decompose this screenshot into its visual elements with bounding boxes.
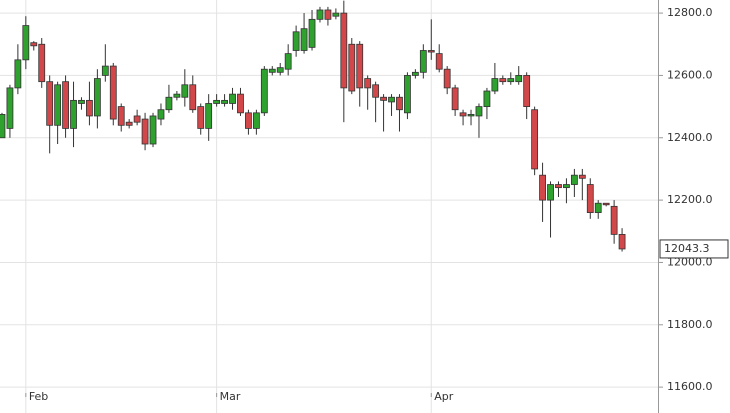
y-tick-label: 12200.0 [667,193,713,206]
candle-body [411,71,419,76]
y-tick-label: 12600.0 [667,68,713,81]
candle-body [499,78,507,83]
y-tick-label: 12000.0 [667,255,713,268]
candle-body [539,174,546,201]
candle-body [602,202,610,206]
candle-body [388,96,395,103]
candle-body [213,99,221,104]
candle-body [586,184,594,213]
candle-body [364,78,372,89]
candle-body [324,9,332,20]
candle-body [276,67,284,73]
x-tick-label: Mar [220,390,241,403]
candle-body [610,205,618,235]
candle-body [340,12,348,89]
candle-body [380,96,387,101]
candle-body [467,113,475,117]
candle-body [547,184,554,201]
candle-body [578,174,586,179]
candle-body [70,99,77,129]
candle-body [475,106,483,117]
candle-body [523,75,531,108]
candle-body [6,87,14,129]
candle-body [229,93,236,104]
candle-body [117,106,125,126]
y-tick-label: 11600.0 [667,380,713,393]
candle-body [189,84,197,111]
y-tick-label: 12800.0 [667,6,713,19]
candle-body [54,84,62,126]
candle-body [93,78,101,117]
candle-body [491,78,499,92]
candle-body [22,25,30,61]
candle-body [86,99,93,117]
candle-body [356,43,364,89]
last-price-label: 12043.3 [664,242,710,255]
candle-body [618,233,626,250]
candle-body [62,81,69,129]
candle-body [284,53,292,70]
candle-body [443,68,451,89]
candle-body [165,96,173,111]
candle-body [563,184,570,189]
candle-body [245,112,252,129]
y-tick-label: 12400.0 [667,131,713,144]
candle-body [555,184,562,189]
x-tick-label: Apr [434,390,454,403]
grid [0,0,658,413]
candle-body [133,115,141,123]
candle-body [221,99,228,104]
candle-body [372,84,380,98]
candle-body [507,78,515,83]
y-tick-label: 11800.0 [667,318,713,331]
candle-body [292,31,300,51]
candle-body [109,65,117,120]
candle-body [260,68,268,114]
candle-body [157,109,165,120]
candle-body [316,9,324,20]
candle-body [46,81,54,126]
candle-body [268,68,276,73]
candle-body [252,112,260,129]
candle-body [125,121,133,126]
candle-body [396,96,403,111]
candle-body [38,43,46,83]
last-price-box [659,239,729,259]
candle-body [451,87,459,111]
candle-body [515,75,523,83]
candle-body [427,50,435,53]
candle-body [308,18,316,48]
candle-body [570,174,578,185]
candle-body [181,84,189,98]
candle-body [300,28,308,51]
candle-body [594,202,602,213]
candle-body [531,109,539,170]
candle-body [237,93,244,114]
candle-body [78,99,85,104]
candle-body [14,59,22,89]
candle-body [459,112,467,117]
candle-body [173,93,181,98]
candle-body [141,118,149,145]
candle-body [197,106,205,129]
candle-body [483,90,491,108]
candle-body [0,113,6,139]
candle-body [332,12,340,17]
candle-body [101,65,109,76]
candle-body [404,75,411,114]
candle-body [419,50,427,73]
candle-body [149,115,157,145]
candle-body [348,43,356,92]
candle-body [435,53,443,70]
x-tick-label: Feb [29,390,48,403]
candle-body [205,103,213,129]
candle-body [30,42,38,47]
